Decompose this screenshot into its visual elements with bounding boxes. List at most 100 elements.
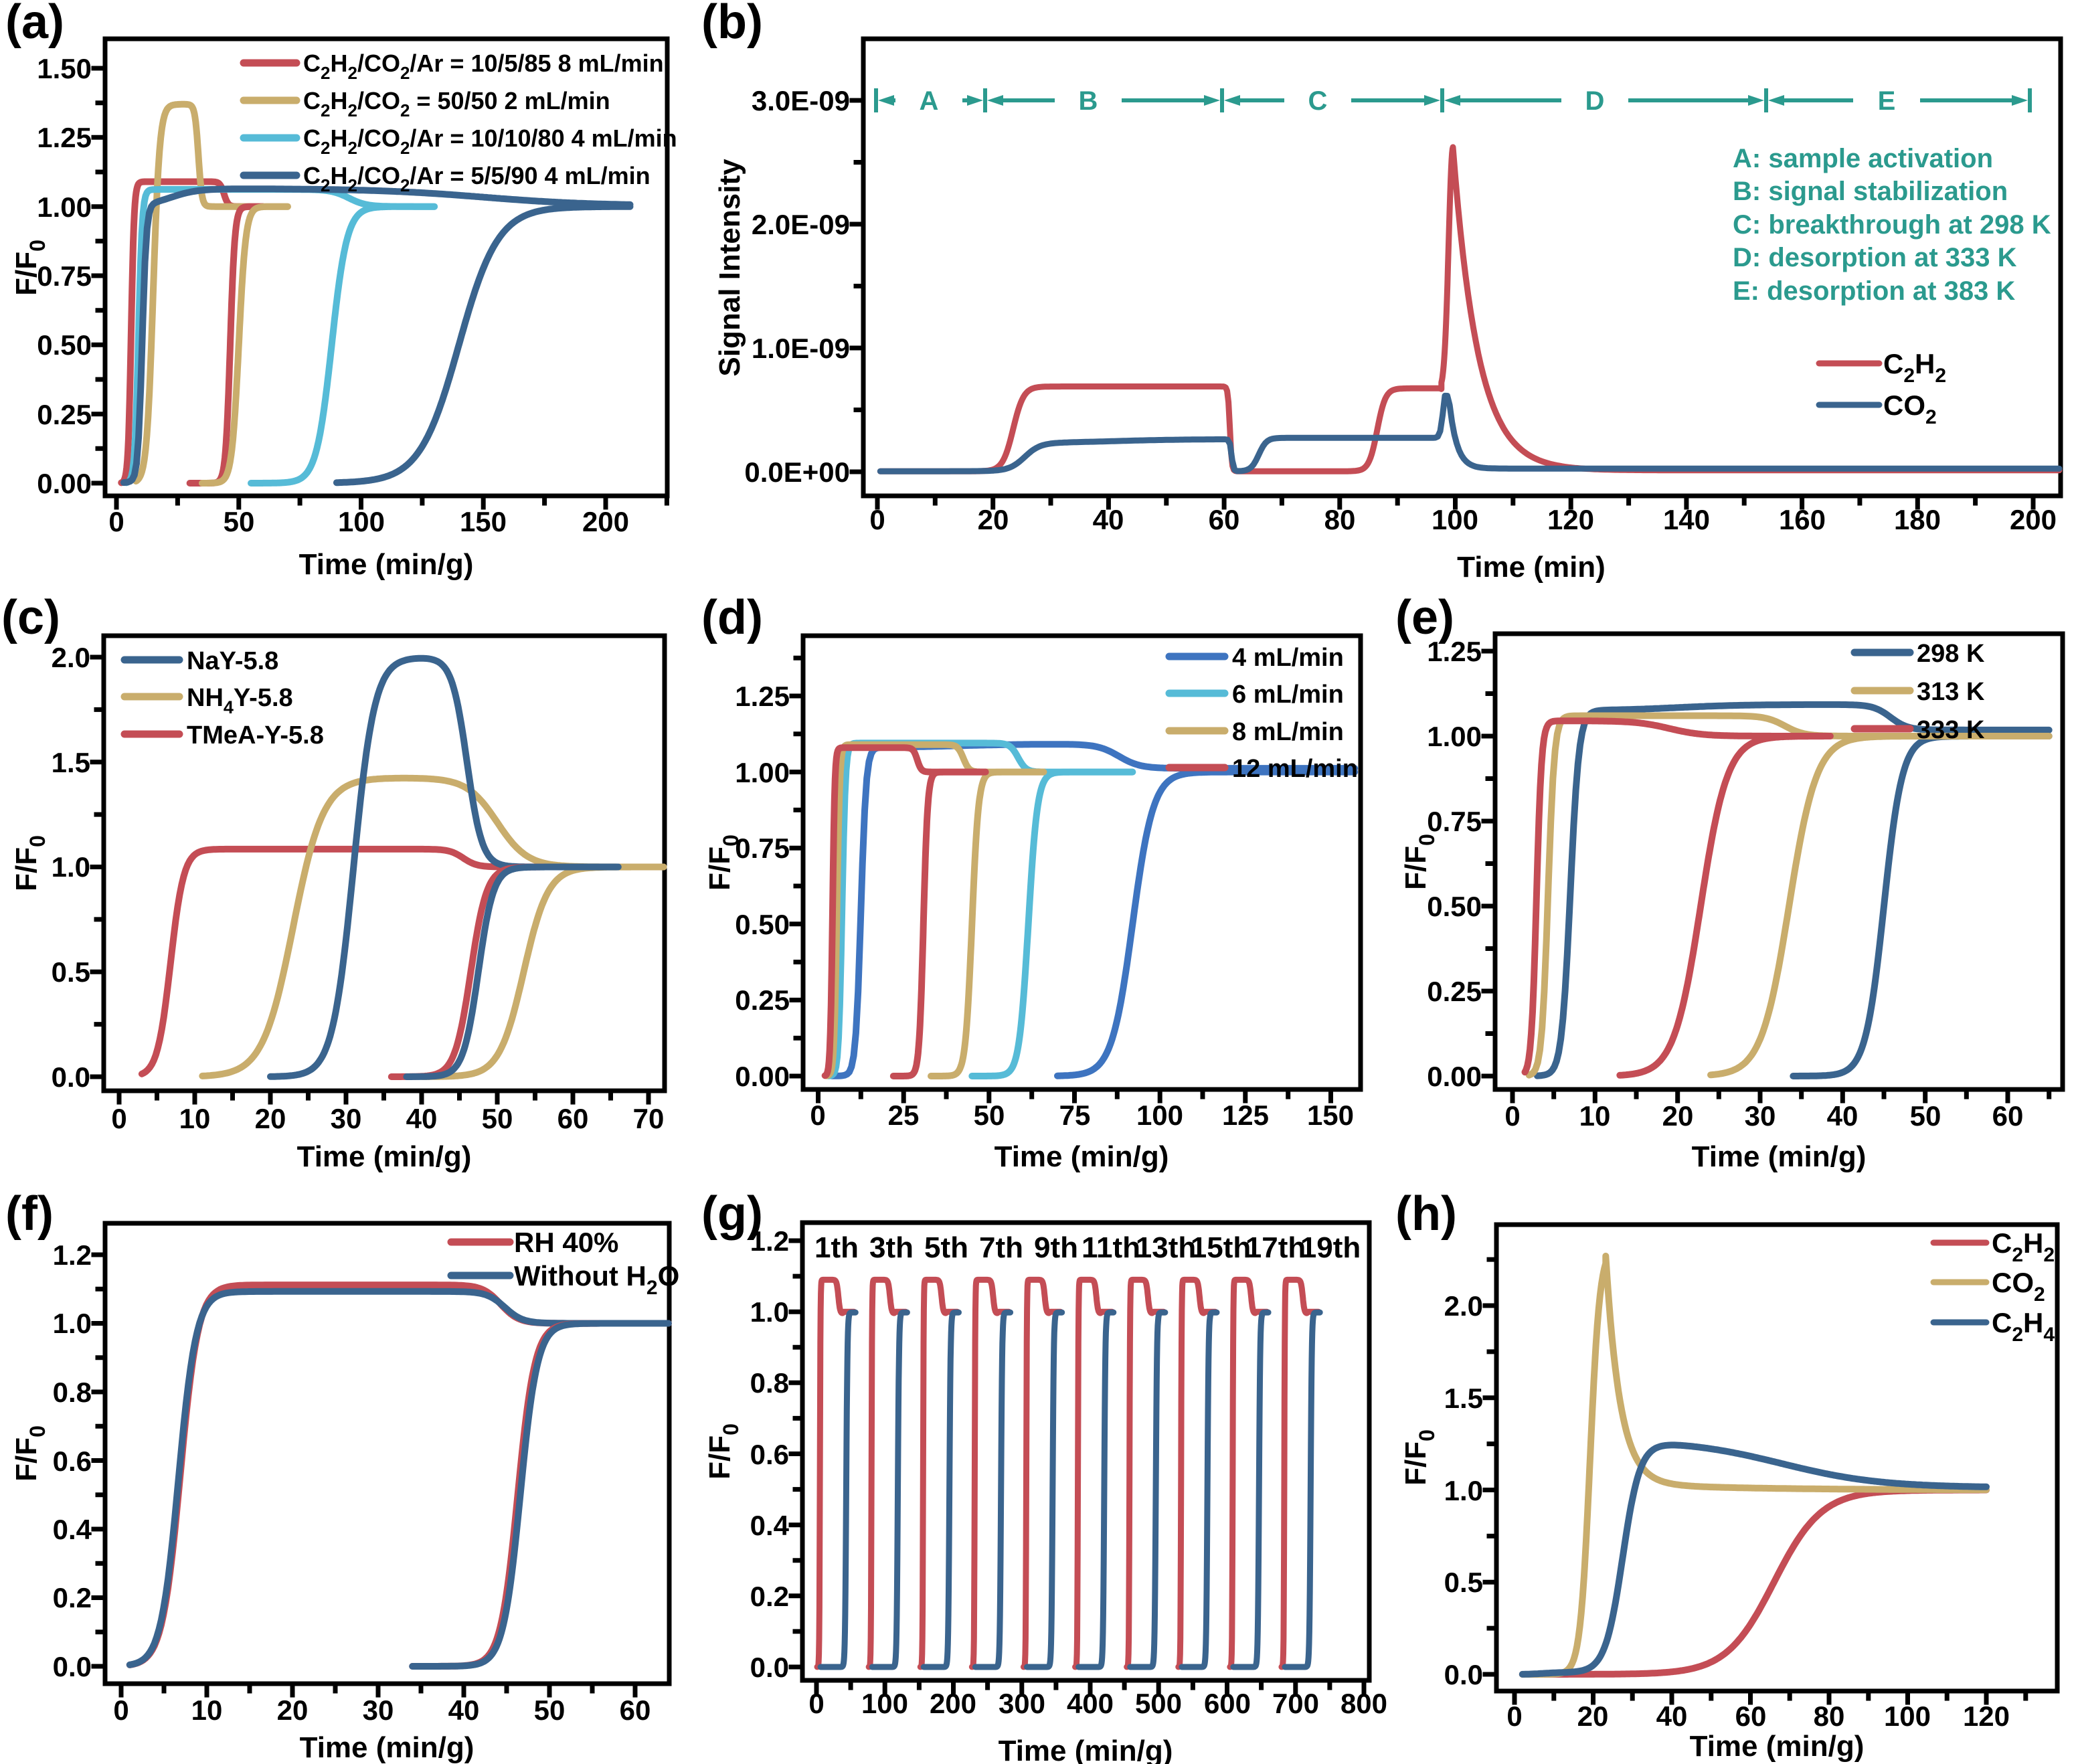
svg-text:C2H2/CO2 = 50/50 2 mL/min: C2H2/CO2 = 50/50 2 mL/min bbox=[303, 87, 610, 120]
svg-text:140: 140 bbox=[1663, 504, 1710, 535]
svg-text:(e): (e) bbox=[1395, 591, 1454, 644]
svg-text:1.25: 1.25 bbox=[37, 122, 92, 153]
svg-text:20: 20 bbox=[277, 1694, 309, 1726]
svg-text:1.2: 1.2 bbox=[750, 1225, 789, 1257]
svg-text:100: 100 bbox=[1136, 1099, 1183, 1131]
svg-text:0.75: 0.75 bbox=[1427, 806, 1482, 837]
svg-text:0.5: 0.5 bbox=[52, 956, 90, 988]
svg-text:6 mL/min: 6 mL/min bbox=[1232, 681, 1344, 709]
svg-text:200: 200 bbox=[582, 506, 629, 537]
svg-text:150: 150 bbox=[1307, 1099, 1354, 1131]
svg-text:0.00: 0.00 bbox=[37, 468, 92, 499]
svg-text:30: 30 bbox=[331, 1103, 362, 1134]
svg-text:(g): (g) bbox=[701, 1187, 763, 1241]
svg-text:0.00: 0.00 bbox=[735, 1061, 790, 1092]
svg-text:400: 400 bbox=[1067, 1688, 1114, 1719]
svg-text:F/F0: F/F0 bbox=[1399, 1429, 1439, 1486]
svg-text:Time (min/g): Time (min/g) bbox=[1690, 1730, 1865, 1763]
svg-text:D: D bbox=[1585, 86, 1605, 116]
svg-text:50: 50 bbox=[974, 1099, 1005, 1131]
svg-text:0.8: 0.8 bbox=[750, 1367, 789, 1399]
svg-text:0.4: 0.4 bbox=[53, 1514, 92, 1545]
svg-text:40: 40 bbox=[1827, 1100, 1859, 1132]
svg-text:1.0: 1.0 bbox=[52, 851, 90, 883]
svg-text:10: 10 bbox=[191, 1694, 223, 1726]
svg-text:C2H2/CO2/Ar = 10/5/85 8 mL/min: C2H2/CO2/Ar = 10/5/85 8 mL/min bbox=[303, 50, 664, 83]
svg-text:0: 0 bbox=[808, 1688, 824, 1719]
svg-text:F/F0: F/F0 bbox=[703, 834, 743, 891]
svg-text:1.2: 1.2 bbox=[53, 1239, 92, 1271]
svg-text:40: 40 bbox=[1656, 1700, 1688, 1732]
svg-text:120: 120 bbox=[1963, 1700, 2010, 1732]
svg-text:C2H2/CO2/Ar = 10/10/80 4 mL/mi: C2H2/CO2/Ar = 10/10/80 4 mL/min bbox=[303, 124, 677, 158]
svg-text:Time (min/g): Time (min/g) bbox=[999, 1735, 1173, 1764]
svg-text:13th: 13th bbox=[1136, 1231, 1196, 1264]
svg-text:Time (min/g): Time (min/g) bbox=[300, 1731, 474, 1764]
svg-text:1th: 1th bbox=[814, 1231, 859, 1264]
svg-text:1.0: 1.0 bbox=[750, 1296, 789, 1328]
svg-text:(a): (a) bbox=[5, 0, 64, 49]
svg-text:0.6: 0.6 bbox=[53, 1445, 92, 1477]
svg-text:D: desorption at 333 K: D: desorption at 333 K bbox=[1733, 243, 2017, 272]
svg-text:C2H4: C2H4 bbox=[1992, 1307, 2055, 1346]
svg-text:(c): (c) bbox=[1, 591, 60, 644]
svg-text:Time (min/g): Time (min/g) bbox=[1692, 1140, 1867, 1173]
svg-text:0.75: 0.75 bbox=[735, 832, 790, 864]
svg-text:25: 25 bbox=[888, 1099, 920, 1131]
svg-text:2.0: 2.0 bbox=[52, 642, 90, 673]
svg-text:Signal Intensity: Signal Intensity bbox=[713, 159, 746, 377]
svg-text:50: 50 bbox=[534, 1694, 566, 1726]
svg-text:80: 80 bbox=[1324, 504, 1356, 535]
svg-text:CO2: CO2 bbox=[1883, 389, 1937, 428]
svg-text:40: 40 bbox=[448, 1694, 480, 1726]
svg-text:5th: 5th bbox=[924, 1231, 968, 1264]
svg-text:200: 200 bbox=[930, 1688, 976, 1719]
svg-text:100: 100 bbox=[1884, 1700, 1931, 1732]
svg-text:NaY-5.8: NaY-5.8 bbox=[187, 647, 278, 675]
svg-text:40: 40 bbox=[406, 1103, 438, 1134]
svg-text:B: signal stabilization: B: signal stabilization bbox=[1733, 177, 2008, 206]
svg-text:CO2: CO2 bbox=[1992, 1267, 2045, 1306]
svg-text:0: 0 bbox=[108, 506, 124, 537]
svg-text:700: 700 bbox=[1272, 1688, 1319, 1719]
svg-text:70: 70 bbox=[633, 1103, 665, 1134]
svg-text:12 mL/min: 12 mL/min bbox=[1232, 755, 1358, 783]
svg-text:0.0: 0.0 bbox=[1444, 1659, 1483, 1690]
svg-text:0: 0 bbox=[113, 1694, 128, 1726]
svg-text:0.0: 0.0 bbox=[53, 1651, 92, 1682]
svg-text:F/F0: F/F0 bbox=[703, 1423, 743, 1480]
svg-text:1.00: 1.00 bbox=[37, 191, 92, 223]
svg-text:7th: 7th bbox=[979, 1231, 1023, 1264]
svg-text:1.00: 1.00 bbox=[1427, 721, 1482, 752]
svg-text:8 mL/min: 8 mL/min bbox=[1232, 718, 1344, 746]
svg-text:60: 60 bbox=[1992, 1100, 2024, 1132]
svg-text:(h): (h) bbox=[1395, 1187, 1457, 1241]
svg-text:0: 0 bbox=[111, 1103, 126, 1134]
svg-text:E: E bbox=[1878, 86, 1896, 116]
svg-text:0.0: 0.0 bbox=[750, 1652, 789, 1683]
svg-text:10: 10 bbox=[1579, 1100, 1611, 1132]
svg-text:0.0E+00: 0.0E+00 bbox=[744, 456, 850, 488]
svg-text:C: C bbox=[1308, 86, 1328, 116]
svg-text:10: 10 bbox=[179, 1103, 211, 1134]
svg-text:180: 180 bbox=[1894, 504, 1941, 535]
svg-text:3th: 3th bbox=[869, 1231, 914, 1264]
svg-text:E: desorption at 383 K: E: desorption at 383 K bbox=[1733, 276, 2015, 306]
svg-text:Time (min/g): Time (min/g) bbox=[995, 1140, 1169, 1173]
svg-text:C2H2: C2H2 bbox=[1883, 348, 1946, 387]
svg-text:20: 20 bbox=[978, 504, 1009, 535]
svg-text:100: 100 bbox=[338, 506, 385, 537]
svg-text:C: breakthrough at 298 K: C: breakthrough at 298 K bbox=[1733, 210, 2051, 240]
svg-text:19th: 19th bbox=[1300, 1231, 1361, 1264]
svg-text:313 K: 313 K bbox=[1917, 678, 1985, 706]
svg-text:A: sample activation: A: sample activation bbox=[1733, 144, 1993, 173]
svg-text:800: 800 bbox=[1341, 1688, 1387, 1719]
svg-text:A: A bbox=[920, 86, 939, 116]
svg-text:F/F0: F/F0 bbox=[1399, 834, 1439, 890]
svg-text:50: 50 bbox=[1910, 1100, 1941, 1132]
svg-text:20: 20 bbox=[1577, 1700, 1609, 1732]
svg-text:9th: 9th bbox=[1034, 1231, 1078, 1264]
svg-text:0.8: 0.8 bbox=[53, 1377, 92, 1408]
svg-text:125: 125 bbox=[1222, 1099, 1269, 1131]
svg-text:F/F0: F/F0 bbox=[10, 240, 50, 296]
